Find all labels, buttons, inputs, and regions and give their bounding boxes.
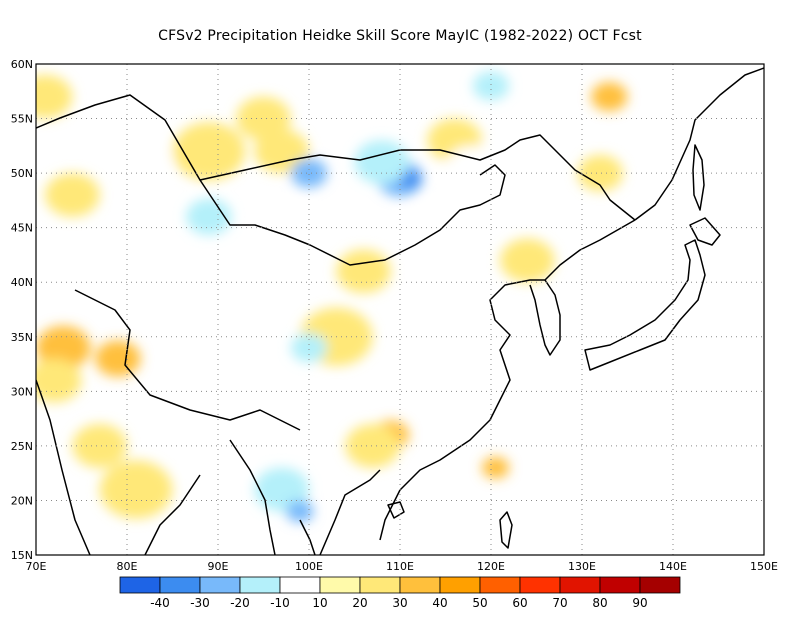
colorbar-swatch bbox=[319, 576, 361, 594]
colorbar-swatch bbox=[439, 576, 481, 594]
lon-tick-label: 120E bbox=[477, 560, 505, 573]
colorbar-label: 40 bbox=[432, 596, 447, 610]
colorbar bbox=[119, 576, 681, 594]
lat-tick-label: 15N bbox=[11, 549, 33, 562]
field-patch bbox=[345, 424, 401, 468]
japan-honshu bbox=[584, 239, 706, 371]
field-patch bbox=[172, 122, 246, 181]
lon-tick-label: 150E bbox=[750, 560, 778, 573]
colorbar-label: 80 bbox=[592, 596, 607, 610]
colorbar-label: -10 bbox=[270, 596, 290, 610]
colorbar-label: -40 bbox=[150, 596, 170, 610]
field-patch bbox=[263, 205, 319, 250]
map-frame bbox=[35, 63, 765, 556]
hainan bbox=[387, 501, 405, 519]
colorbar-swatch bbox=[479, 576, 521, 594]
colorbar-label: 30 bbox=[392, 596, 407, 610]
field-patch bbox=[236, 96, 291, 141]
colorbar-label: 50 bbox=[472, 596, 487, 610]
skill-score-field bbox=[36, 64, 628, 523]
colorbar-swatch bbox=[399, 576, 441, 594]
longitude-tick-labels: 70E 80E 90E 100E 110E 120E 130E 140E 150E bbox=[26, 560, 778, 573]
field-patch bbox=[190, 434, 246, 479]
lat-tick-label: 20N bbox=[11, 494, 33, 507]
colorbar-swatch bbox=[199, 576, 241, 594]
lat-tick-label: 55N bbox=[11, 113, 33, 126]
colorbar-swatch bbox=[639, 576, 681, 594]
colorbar-label: 60 bbox=[512, 596, 527, 610]
indochina-coast bbox=[319, 469, 381, 555]
field-patch bbox=[318, 64, 373, 103]
colorbar-swatch bbox=[119, 576, 161, 594]
lon-tick-label: 90E bbox=[208, 560, 229, 573]
colorbar-swatch bbox=[359, 576, 401, 594]
colorbar-label: 10 bbox=[312, 596, 327, 610]
colorbar-swatch bbox=[239, 576, 281, 594]
field-patch bbox=[36, 358, 82, 403]
field-patch bbox=[186, 198, 232, 235]
mongolia-border bbox=[199, 164, 506, 266]
colorbar-labels: -40 -30 -20 -10 10 20 30 40 50 60 70 80 90 bbox=[150, 596, 647, 610]
field-patch bbox=[286, 500, 314, 523]
field-patch bbox=[254, 129, 309, 174]
india-east-coast bbox=[144, 474, 201, 555]
colorbar-swatch bbox=[559, 576, 601, 594]
lon-tick-label: 80E bbox=[117, 560, 138, 573]
field-patch bbox=[45, 173, 100, 217]
field-patch bbox=[472, 71, 510, 101]
field-patch bbox=[95, 340, 141, 377]
japan-hokkaido bbox=[689, 217, 721, 246]
map-title: CFSv2 Precipitation Heidke Skill Score M… bbox=[158, 28, 642, 44]
field-patch bbox=[136, 147, 173, 177]
field-patch bbox=[254, 467, 309, 512]
field-patch bbox=[400, 205, 455, 250]
field-patch bbox=[72, 424, 127, 468]
field-patch bbox=[99, 460, 173, 519]
china-coast bbox=[379, 219, 636, 541]
korea-peninsula bbox=[529, 279, 561, 356]
field-patch bbox=[500, 238, 555, 283]
field-patch bbox=[290, 333, 328, 363]
sakhalin bbox=[692, 144, 705, 211]
latitude-tick-labels: 15N 20N 25N 30N 35N 40N 45N 50N 55N 60N bbox=[11, 58, 33, 562]
lat-tick-label: 45N bbox=[11, 222, 33, 235]
field-patch bbox=[336, 249, 391, 294]
lat-tick-label: 50N bbox=[11, 167, 33, 180]
colorbar-swatch bbox=[159, 576, 201, 594]
field-patch bbox=[36, 74, 73, 119]
colorbar-label: 70 bbox=[552, 596, 567, 610]
lat-tick-label: 60N bbox=[11, 58, 33, 71]
field-patch bbox=[577, 154, 623, 192]
field-patch bbox=[354, 140, 410, 185]
colorbar-label: -30 bbox=[190, 596, 210, 610]
colorbar-label: -20 bbox=[230, 596, 250, 610]
field-patch bbox=[591, 82, 628, 112]
gulf-of-thailand bbox=[299, 519, 316, 555]
himalaya-border bbox=[74, 289, 301, 431]
myanmar-coast bbox=[229, 439, 276, 555]
colorbar-label: 20 bbox=[352, 596, 367, 610]
field-patch bbox=[481, 456, 510, 479]
lon-tick-label: 100E bbox=[295, 560, 323, 573]
field-patch bbox=[290, 158, 328, 188]
russia-east-coast bbox=[634, 67, 764, 221]
lon-tick-label: 140E bbox=[659, 560, 687, 573]
lat-tick-label: 25N bbox=[11, 440, 33, 453]
colorbar-swatch bbox=[599, 576, 641, 594]
lon-tick-label: 110E bbox=[386, 560, 414, 573]
lon-tick-label: 130E bbox=[568, 560, 596, 573]
colorbar-swatch bbox=[519, 576, 561, 594]
india-coast bbox=[36, 379, 91, 555]
colorbar-label: 90 bbox=[632, 596, 647, 610]
lat-tick-label: 40N bbox=[11, 276, 33, 289]
lat-tick-label: 30N bbox=[11, 385, 33, 398]
colorbar-swatch bbox=[279, 576, 321, 594]
lat-tick-label: 35N bbox=[11, 331, 33, 344]
taiwan bbox=[499, 511, 513, 549]
lon-tick-label: 70E bbox=[26, 560, 47, 573]
field-patch bbox=[227, 398, 264, 428]
